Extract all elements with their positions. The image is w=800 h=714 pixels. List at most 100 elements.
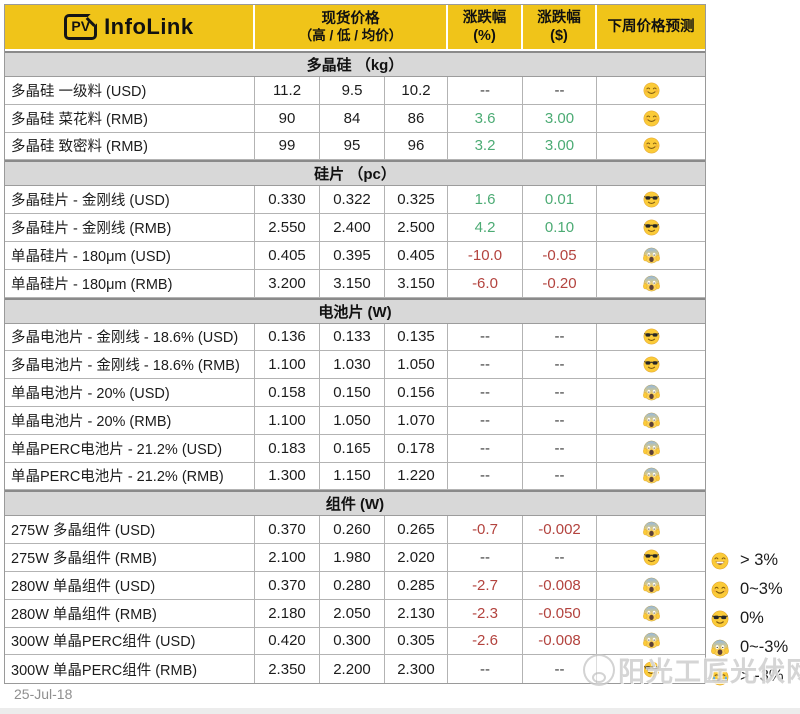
- column-header-spot-price: 现货价格 （高 / 低 / 均价）: [255, 5, 448, 49]
- product-name: 单晶硅片 - 180μm (USD): [5, 241, 255, 269]
- column-header-change-pct: 涨跌幅 (%): [448, 5, 523, 49]
- price-high: 1.100: [255, 406, 320, 434]
- scream-emoji: [642, 605, 660, 622]
- change-dollar: 0.10: [523, 214, 597, 241]
- change-percent: 1.6: [448, 186, 523, 214]
- cool-emoji: [643, 549, 660, 566]
- change-percent: --: [448, 379, 523, 406]
- price-low: 1.980: [320, 544, 385, 571]
- change-dollar: -0.05: [523, 241, 597, 269]
- product-name: 280W 单晶组件 (USD): [5, 571, 255, 599]
- product-name: 多晶硅 菜花料 (RMB): [5, 104, 255, 132]
- price-avg: 0.305: [385, 627, 448, 655]
- cool-emoji: [643, 219, 660, 236]
- pv-infolink-logo: PV InfoLink: [5, 5, 255, 49]
- change-dollar: -0.002: [523, 516, 597, 544]
- change-percent: --: [448, 351, 523, 379]
- change-percent: -10.0: [448, 241, 523, 269]
- product-name: 单晶电池片 - 20% (RMB): [5, 406, 255, 434]
- change-pct-label: 涨跌幅: [462, 9, 507, 26]
- scream-emoji: [642, 412, 660, 429]
- scream-emoji: [642, 632, 660, 649]
- product-name: 单晶硅片 - 180μm (RMB): [5, 269, 255, 297]
- price-low: 0.280: [320, 571, 385, 599]
- price-avg: 0.265: [385, 516, 448, 544]
- section-title: 组件 (W): [325, 496, 385, 514]
- smile-emoji: [643, 137, 660, 154]
- change-dollar: --: [523, 544, 597, 571]
- section-title: 电池片 (W): [318, 303, 392, 321]
- forecast-label: 下周价格预测: [607, 18, 695, 35]
- price-low: 0.165: [320, 434, 385, 462]
- legend-label: > 3%: [740, 551, 779, 569]
- scream-emoji: [642, 467, 660, 484]
- price-low: 95: [320, 132, 385, 160]
- scream-emoji: [642, 440, 660, 457]
- price-avg: 0.156: [385, 379, 448, 406]
- product-name: 多晶硅片 - 金刚线 (RMB): [5, 214, 255, 241]
- price-high: 0.158: [255, 379, 320, 406]
- section-title: 多晶硅 （kg）: [306, 57, 404, 74]
- price-low: 2.050: [320, 599, 385, 627]
- forecast-cell: [597, 351, 705, 378]
- price-avg: 1.050: [385, 351, 448, 379]
- price-avg: 0.325: [385, 186, 448, 214]
- table-row: 单晶硅片 - 180μm (USD) 0.405 0.395 0.405 -10.0 -0…: [5, 241, 705, 270]
- forecast-cell: [597, 379, 705, 406]
- cool-emoji: [711, 610, 729, 628]
- section-header: 组件 (W): [5, 490, 705, 517]
- section-header: 多晶硅 （kg）: [5, 51, 705, 77]
- change-dollar: -0.008: [523, 627, 597, 655]
- price-low: 84: [320, 104, 385, 132]
- product-name: 280W 单晶组件 (RMB): [5, 599, 255, 627]
- change-percent: -2.7: [448, 571, 523, 599]
- price-high: 0.136: [255, 323, 320, 351]
- table-row: 多晶电池片 - 金刚线 - 18.6% (RMB) 1.100 1.030 1.050…: [5, 351, 705, 380]
- legend-label: 0~-3%: [740, 638, 789, 656]
- change-dollar: -0.050: [523, 599, 597, 627]
- table-row: 单晶电池片 - 20% (USD) 0.158 0.150 0.156 -- --: [5, 379, 705, 407]
- price-high: 3.200: [255, 269, 320, 297]
- price-avg: 1.070: [385, 406, 448, 434]
- table-row: 单晶PERC电池片 - 21.2% (RMB) 1.300 1.150 1.220 --…: [5, 462, 705, 491]
- legend-item: > 3%: [702, 546, 800, 575]
- price-avg: 0.405: [385, 241, 448, 269]
- cool-emoji: [643, 191, 660, 208]
- change-dollar: --: [523, 655, 597, 684]
- forecast-cell: [597, 133, 705, 160]
- change-dollar: 0.01: [523, 186, 597, 214]
- price-low: 1.050: [320, 406, 385, 434]
- table-row: 多晶硅 一级料 (USD) 11.2 9.5 10.2 -- --: [5, 77, 705, 105]
- price-low: 0.133: [320, 323, 385, 351]
- change-dollar: -0.008: [523, 571, 597, 599]
- forecast-cell: [597, 270, 705, 297]
- legend-item: > -3%: [702, 662, 800, 691]
- forecast-cell: [597, 600, 705, 627]
- change-dollar: --: [523, 406, 597, 434]
- forecast-cell: [597, 544, 705, 571]
- pv-document-icon: PV: [64, 13, 98, 41]
- forecast-cell: [597, 186, 705, 213]
- forecast-cell: [597, 655, 705, 683]
- spot-price-label: 现货价格: [321, 10, 380, 27]
- price-avg: 3.150: [385, 269, 448, 297]
- table-row: 单晶PERC电池片 - 21.2% (USD) 0.183 0.165 0.178 --…: [5, 434, 705, 463]
- legend-item: 0~3%: [702, 575, 800, 604]
- product-name: 单晶电池片 - 20% (USD): [5, 379, 255, 406]
- change-dollar: --: [523, 379, 597, 406]
- scream-emoji: [642, 275, 660, 292]
- product-name: 多晶电池片 - 金刚线 - 18.6% (USD): [5, 323, 255, 351]
- product-name: 多晶硅 一级料 (USD): [5, 77, 255, 104]
- product-name: 300W 单晶PERC组件 (RMB): [5, 655, 255, 684]
- legend-item: 0%: [702, 604, 800, 633]
- change-percent: -6.0: [448, 269, 523, 297]
- change-percent: 3.2: [448, 132, 523, 160]
- price-high: 90: [255, 104, 320, 132]
- date-label: 25-Jul-18: [14, 686, 73, 702]
- price-avg: 1.220: [385, 462, 448, 490]
- table-row: 多晶硅片 - 金刚线 (USD) 0.330 0.322 0.325 1.6 0.01: [5, 186, 705, 215]
- price-high: 1.100: [255, 351, 320, 379]
- scream-emoji: [642, 577, 660, 594]
- price-high: 0.370: [255, 516, 320, 544]
